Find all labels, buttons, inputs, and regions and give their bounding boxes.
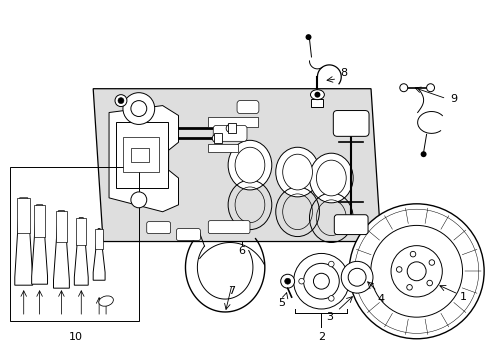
Circle shape (370, 225, 462, 317)
FancyBboxPatch shape (334, 215, 367, 235)
Bar (208, 117, 257, 127)
Circle shape (328, 261, 333, 267)
Circle shape (131, 192, 146, 208)
Bar (131, 148, 148, 162)
Circle shape (396, 267, 401, 272)
Bar (208, 144, 238, 152)
Circle shape (303, 264, 339, 299)
Circle shape (280, 274, 294, 288)
Circle shape (409, 251, 415, 257)
Circle shape (428, 260, 434, 265)
Circle shape (426, 84, 434, 92)
Text: 5: 5 (278, 298, 285, 308)
Text: 8: 8 (340, 68, 347, 78)
Circle shape (407, 262, 425, 281)
Bar (122, 137, 158, 172)
Circle shape (131, 100, 146, 117)
Text: 3: 3 (325, 312, 332, 322)
Text: 9: 9 (449, 94, 456, 104)
Circle shape (284, 278, 290, 284)
FancyBboxPatch shape (146, 222, 170, 234)
Bar (228, 123, 236, 133)
Text: 2: 2 (317, 332, 325, 342)
Circle shape (305, 34, 311, 40)
Text: 10: 10 (69, 332, 83, 342)
Ellipse shape (309, 153, 352, 203)
Bar (116, 122, 167, 188)
Bar (10, 167, 139, 321)
FancyBboxPatch shape (213, 125, 246, 141)
FancyBboxPatch shape (176, 229, 200, 240)
Bar (311, 99, 323, 107)
Polygon shape (74, 218, 88, 285)
Circle shape (328, 296, 333, 301)
FancyBboxPatch shape (208, 221, 249, 234)
Circle shape (420, 151, 426, 157)
Circle shape (212, 134, 220, 142)
Text: 1: 1 (459, 292, 466, 302)
Polygon shape (76, 218, 86, 245)
Polygon shape (32, 205, 47, 284)
Polygon shape (56, 211, 67, 242)
Text: 7: 7 (228, 286, 235, 296)
Text: 6: 6 (238, 247, 245, 256)
Polygon shape (53, 211, 69, 288)
FancyBboxPatch shape (333, 111, 368, 136)
Circle shape (314, 92, 320, 98)
Circle shape (293, 253, 348, 309)
Ellipse shape (275, 147, 319, 197)
Circle shape (118, 98, 123, 104)
Circle shape (347, 268, 366, 286)
Ellipse shape (316, 160, 346, 196)
FancyBboxPatch shape (237, 100, 258, 113)
Circle shape (313, 273, 328, 289)
Circle shape (348, 204, 483, 339)
Text: 4: 4 (377, 294, 384, 304)
Ellipse shape (99, 296, 113, 306)
Circle shape (341, 261, 372, 293)
Ellipse shape (228, 140, 271, 190)
Bar (214, 133, 222, 143)
Polygon shape (34, 205, 45, 237)
Polygon shape (95, 229, 103, 249)
Circle shape (406, 284, 411, 290)
Ellipse shape (310, 90, 324, 100)
Polygon shape (109, 105, 178, 212)
Circle shape (426, 280, 431, 286)
Polygon shape (93, 229, 105, 280)
Polygon shape (18, 198, 30, 233)
Ellipse shape (282, 154, 312, 190)
Circle shape (122, 93, 154, 125)
Circle shape (225, 125, 234, 132)
Ellipse shape (235, 147, 264, 183)
Polygon shape (15, 198, 33, 285)
Circle shape (399, 84, 407, 92)
Polygon shape (93, 89, 380, 242)
Circle shape (390, 246, 442, 297)
Circle shape (115, 95, 127, 107)
Circle shape (298, 278, 304, 284)
